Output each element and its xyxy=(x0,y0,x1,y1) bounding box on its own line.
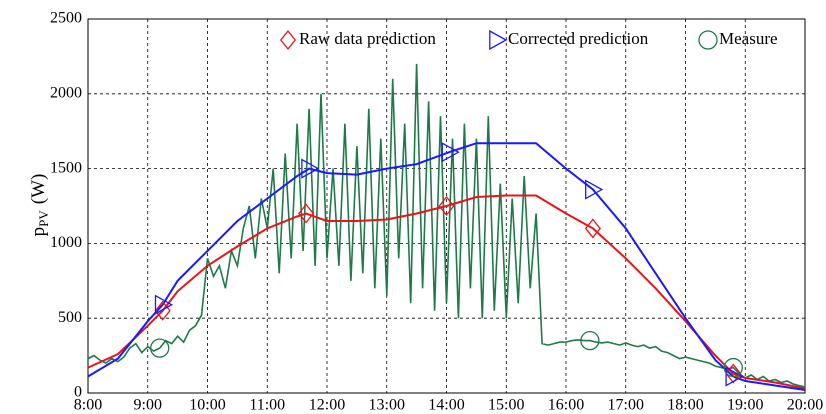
y-label-unit: (W) xyxy=(28,174,49,205)
series-line xyxy=(87,63,806,388)
marker xyxy=(154,294,174,315)
marker xyxy=(584,218,601,239)
marker xyxy=(438,195,455,217)
legend-marker xyxy=(698,30,718,50)
x-tick-label: 17:00 xyxy=(608,397,644,414)
marker xyxy=(441,142,460,163)
x-tick-label: 19:00 xyxy=(727,397,763,414)
x-tick-label: 15:00 xyxy=(488,397,524,414)
series-line xyxy=(87,142,806,391)
x-tick-label: 13:00 xyxy=(369,397,405,414)
x-tick-label: 12:00 xyxy=(309,397,345,414)
x-tick-label: 18:00 xyxy=(667,397,703,414)
legend-label: Corrected prediction xyxy=(508,29,649,48)
y-label-main: p xyxy=(28,227,49,237)
y-tick-label: 2500 xyxy=(50,10,82,27)
x-tick-label: 20:00 xyxy=(787,397,823,414)
y-label-sub: PV xyxy=(36,210,51,227)
y-tick-label: 0 xyxy=(74,384,82,401)
marker xyxy=(150,338,170,358)
x-tick-label: 14:00 xyxy=(428,397,464,414)
marker xyxy=(298,203,315,224)
legend-marker xyxy=(489,29,508,51)
marker xyxy=(585,179,604,200)
legend-label: Raw data prediction xyxy=(299,29,436,48)
plot-frame xyxy=(87,18,806,394)
marker xyxy=(723,357,743,378)
y-axis-label: pPV (W) xyxy=(28,174,51,237)
x-tick-label: 10:00 xyxy=(189,397,225,414)
y-tick-label: 1000 xyxy=(50,234,82,251)
y-tick-label: 2000 xyxy=(50,84,82,101)
legend-marker xyxy=(279,29,297,51)
x-tick-label: 16:00 xyxy=(548,397,584,414)
x-tick-label: 8:00 xyxy=(74,397,102,414)
marker xyxy=(725,363,742,384)
legend-label: Measure xyxy=(719,29,778,48)
x-tick-label: 9:00 xyxy=(134,397,162,414)
y-tick-label: 500 xyxy=(58,309,82,326)
y-tick-label: 1500 xyxy=(50,159,82,176)
marker xyxy=(301,158,320,179)
marker xyxy=(580,330,600,351)
x-tick-label: 11:00 xyxy=(249,397,285,414)
marker xyxy=(725,366,744,387)
